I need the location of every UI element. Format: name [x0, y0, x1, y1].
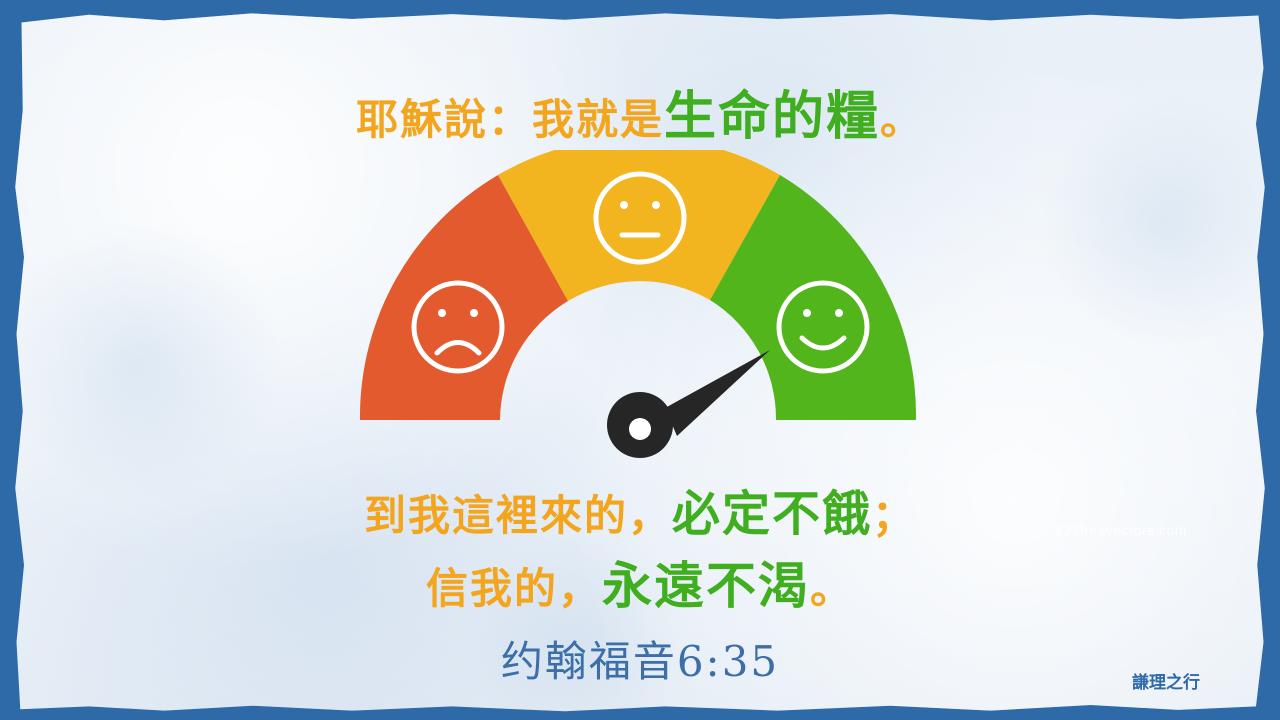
verse-line-2-intro: 到我這裡來的，: [363, 491, 672, 540]
happy-face-icon: [776, 280, 870, 374]
verse-line-3: 信我的，永遠不渴。: [0, 546, 1280, 618]
verse-line-2-highlight: 必定不餓: [671, 486, 872, 542]
verse-line-3-end: 。: [810, 564, 855, 613]
author-signature: 謙理之行: [1132, 673, 1200, 693]
verse-line-3-intro: 信我的，: [425, 564, 602, 613]
verse-line-1-highlight: 生命的糧: [663, 87, 880, 147]
scripture-reference: 约翰福音6:35: [500, 637, 780, 686]
verse-line-1-end: 。: [880, 95, 925, 144]
sad-face-icon: [411, 280, 505, 374]
verse-line-1: 耶穌說：我就是生命的糧。: [0, 74, 1280, 149]
neutral-face-icon: [593, 171, 687, 265]
gauge-segment-sad: [359, 175, 568, 420]
gauge-needle: [607, 350, 770, 458]
verse-line-1-intro: 耶穌說：我就是: [355, 95, 664, 144]
verse-line-2: 到我這裡來的，必定不餓；: [0, 474, 1280, 544]
satisfaction-gauge: [359, 150, 917, 458]
verse-line-2-end: ；: [872, 491, 917, 540]
gauge-segment-happy: [710, 175, 917, 420]
paper-background: [15, 13, 1265, 712]
verse-line-3-highlight: 永遠不渴: [602, 557, 810, 615]
gauge-segment-neutral: [498, 150, 780, 301]
watermark-text: 123freevectors.com: [1055, 522, 1187, 538]
